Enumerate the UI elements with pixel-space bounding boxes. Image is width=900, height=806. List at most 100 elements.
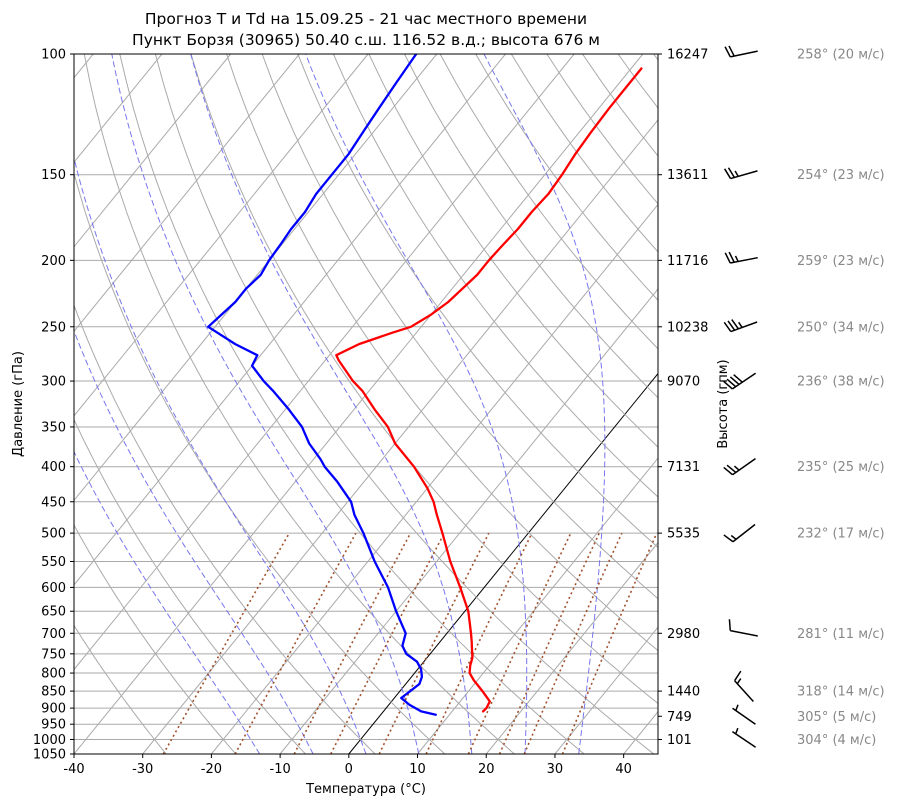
height-tick-label: 101: [667, 733, 692, 748]
wind-barb-flag: [728, 45, 735, 57]
wind-barb-staff: [732, 523, 756, 543]
wind-barb-half-flag: [734, 255, 739, 262]
wind-barb: [723, 319, 758, 333]
wind-barb-half-flag: [730, 534, 737, 540]
mixing-ratio-line: [425, 532, 533, 754]
y-tick-label: 100: [41, 48, 66, 63]
wind-barb: [724, 251, 758, 264]
x-tick-label: 20: [478, 762, 495, 777]
y-tick-label: 950: [41, 718, 66, 733]
moist-adiabat: [111, 54, 420, 754]
dry-adiabat: [119, 54, 585, 754]
wind-barb-half-flag: [735, 704, 739, 711]
dry-adiabat: [725, 54, 900, 754]
y-tick-label: 350: [41, 420, 66, 435]
wind-barb: [724, 45, 758, 58]
height-tick-label: 7131: [667, 460, 700, 475]
isotherm: [623, 710, 658, 754]
moist-adiabat: [190, 54, 473, 754]
mixing-ratio-line: [330, 532, 446, 754]
y-tick-label: 1050: [33, 748, 66, 763]
isotherm: [142, 119, 658, 754]
x-tick-label: -30: [132, 762, 153, 777]
wind-barb-flag: [723, 534, 734, 543]
y-tick-label: 800: [41, 667, 66, 682]
wind-barb: [723, 167, 758, 180]
moist-adiabat: [74, 156, 367, 754]
y-tick-label: 200: [41, 254, 66, 269]
height-tick-label: 1440: [667, 685, 700, 700]
dry-adiabat: [617, 54, 658, 109]
wind-barb-half-flag: [735, 727, 739, 735]
isotherm: [74, 54, 232, 248]
wind-barb-flag: [733, 374, 743, 383]
background-lines: [74, 54, 900, 754]
x-tick-label: 0: [345, 762, 353, 777]
dry-adiabat: [404, 54, 658, 399]
wind-barb: [732, 704, 756, 725]
wind-barb: [723, 458, 756, 476]
wind-barb-staff: [734, 680, 754, 702]
height-tick-label: 5535: [667, 527, 700, 542]
isotherm: [554, 626, 658, 754]
wind-label: 259° (23 м/с): [797, 254, 885, 269]
mixing-ratio-line: [498, 532, 600, 754]
wind-label: 232° (17 м/с): [797, 527, 885, 542]
y-tick-label: 650: [41, 605, 66, 620]
wind-barb-flag: [726, 378, 737, 388]
dry-adiabat: [368, 54, 658, 448]
mixing-ratio-line: [234, 532, 357, 754]
dry-adiabat: [74, 524, 237, 754]
x-tick-label: -40: [63, 762, 84, 777]
chart-title-line2: Пункт Борзя (30965) 50.40 с.ш. 116.52 в.…: [132, 31, 600, 49]
dry-adiabat: [226, 54, 658, 652]
wind-barb-flag: [731, 319, 739, 330]
dry-adiabat: [83, 54, 515, 754]
wind-barb-half-flag: [733, 465, 740, 471]
isotherm: [74, 54, 369, 417]
wind-barbs: 258° (20 м/с) 254° (23 м/с) 259° (23 м/с) 2…: [723, 45, 885, 748]
wind-barb-flag: [726, 464, 737, 474]
wind-label: 281° (11 м/с): [797, 627, 885, 642]
height-tick-label: 9070: [667, 375, 700, 390]
dry-adiabat: [261, 54, 658, 600]
wind-barb-staff: [730, 50, 758, 58]
wind-barb-flag: [727, 167, 736, 178]
wind-barb-flag: [734, 670, 742, 682]
y-tick-label: 500: [41, 527, 66, 542]
wind-label: 304° (4 м/с): [797, 733, 876, 748]
mixing-ratio-line: [561, 532, 658, 754]
isotherm: [74, 54, 644, 754]
dry-adiabat: [332, 54, 658, 498]
wind-barb-flag: [728, 251, 735, 263]
dewpoint-profile: [207, 54, 437, 716]
wind-barb-half-flag: [736, 678, 742, 685]
isotherm: [485, 541, 658, 754]
dry-adiabat: [74, 624, 167, 754]
isotherm: [74, 54, 506, 586]
wind-barb-flag: [724, 252, 731, 264]
dry-adiabat: [297, 54, 658, 549]
y-axis-label: Давление (гПа): [11, 351, 26, 457]
isotherm: [211, 203, 658, 754]
dry-adiabat: [74, 171, 446, 754]
wind-barb-flag: [723, 380, 733, 390]
dry-adiabat: [190, 54, 658, 705]
chart-title-line1: Прогноз T и Td на 15.09.25 - 21 час мест…: [145, 10, 587, 28]
dry-adiabat: [74, 304, 376, 754]
isotherm: [74, 54, 300, 333]
wind-label: 254° (23 м/с): [797, 168, 885, 183]
x-axis-label: Температура (°C): [305, 782, 426, 797]
y-tick-label: 750: [41, 647, 66, 662]
wind-barb-staff: [731, 731, 757, 748]
axis-ticks: -40 -30 -20 -10 0 10 20 30 40 100 150 200 250 300 350 4…: [33, 48, 708, 778]
isotherm: [74, 54, 438, 502]
wind-label: 250° (34 м/с): [797, 320, 885, 335]
wind-barb-flag: [723, 321, 732, 332]
moist-adiabat: [74, 450, 261, 754]
isotherm: [74, 54, 575, 671]
wind-label: 318° (14 м/с): [797, 685, 885, 700]
y-tick-label: 600: [41, 581, 66, 596]
wind-label: 235° (25 м/с): [797, 460, 885, 475]
x-tick-label: 40: [615, 762, 632, 777]
